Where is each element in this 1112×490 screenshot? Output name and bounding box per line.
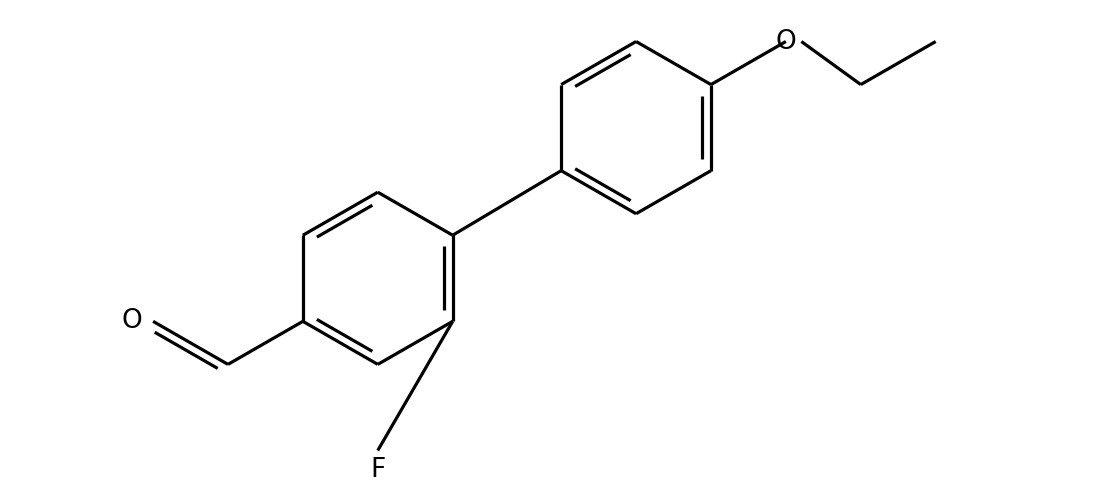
Text: O: O	[122, 308, 142, 334]
Text: F: F	[370, 457, 386, 483]
Text: O: O	[775, 28, 796, 54]
